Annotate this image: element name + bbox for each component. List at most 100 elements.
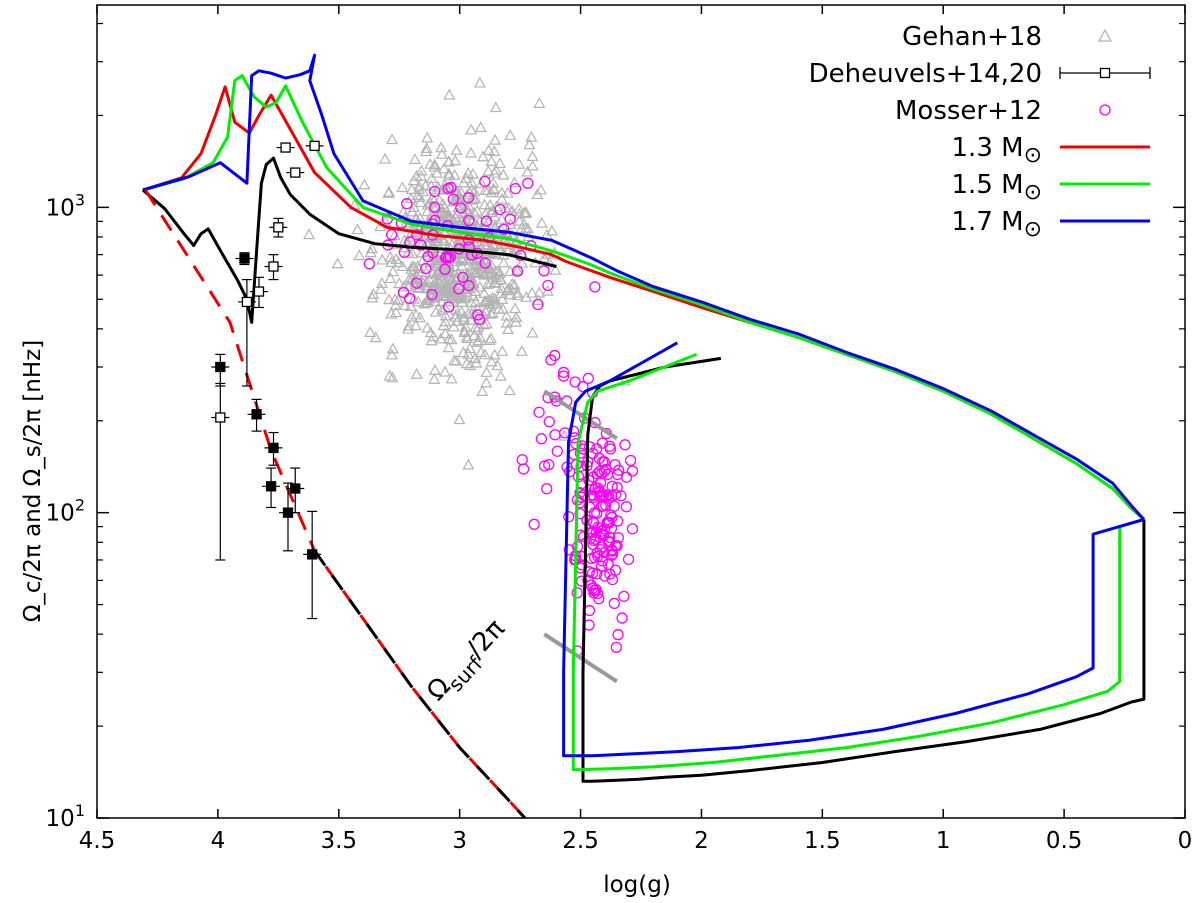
gehan-point [442, 208, 455, 220]
gehan-point [365, 242, 378, 254]
gehan-point [428, 158, 441, 170]
gehan-point [480, 376, 493, 388]
gehan-point [475, 255, 488, 267]
mosser-point [606, 511, 618, 524]
gehan-point [437, 234, 450, 245]
gehan-point [506, 277, 519, 289]
gehan-point [504, 288, 517, 300]
gehan-point [435, 148, 448, 159]
gehan-point [430, 277, 443, 289]
deheuvels-point [290, 483, 301, 494]
gehan-point [410, 368, 423, 379]
mosser-point [620, 471, 633, 483]
mosser-point [429, 185, 441, 198]
gehan-point [445, 180, 458, 192]
x-tick-label: 4.5 [79, 828, 116, 854]
gehan-point [431, 166, 444, 178]
gehan-point [497, 168, 510, 180]
mosser-point [589, 281, 601, 293]
gehan-point [496, 345, 509, 356]
mosser-point [606, 574, 619, 586]
mosser-point [592, 482, 604, 494]
gehan-point [494, 266, 507, 278]
gehan-point [450, 255, 463, 267]
mosser-point [401, 198, 413, 210]
gehan-point [518, 207, 532, 218]
x-tick-label: 3 [452, 828, 467, 854]
gehan-point [387, 265, 400, 277]
gehan-point [495, 282, 508, 294]
series-line-9 [313, 549, 527, 820]
gehan-point [429, 257, 442, 269]
series-line-1 [142, 74, 1145, 521]
gehan-point [437, 319, 450, 331]
gehan-point [385, 348, 398, 360]
gehan-point [478, 238, 491, 250]
mosser-point [533, 406, 545, 418]
mosser-point [522, 177, 534, 189]
gehan-point [455, 186, 468, 198]
gehan-point [533, 97, 546, 108]
gehan-point [369, 331, 382, 343]
gehan-point [473, 76, 486, 88]
y-tick-label: 103 [46, 190, 85, 221]
deheuvels-point [251, 409, 262, 420]
gehan-point [405, 183, 418, 194]
legend-swatch-triangle [1097, 28, 1113, 42]
gehan-point [515, 345, 528, 356]
mosser-point [420, 262, 432, 275]
mosser-point [563, 511, 575, 523]
gehan-point [461, 332, 474, 344]
mosser-point [570, 438, 582, 450]
deheuvels-point [290, 167, 301, 178]
mosser-point [583, 474, 595, 486]
gehan-point [358, 178, 371, 190]
gehan-point [496, 303, 509, 314]
mosser-point [422, 250, 434, 263]
gehan-point [415, 169, 428, 181]
gehan-point [402, 322, 415, 334]
mosser-point [605, 522, 618, 535]
gehan-point [483, 334, 496, 345]
mosser-point [538, 265, 550, 277]
gehan-point [425, 179, 438, 191]
deheuvels-point [253, 286, 265, 297]
mosser-point [616, 612, 628, 624]
x-tick-label: 0 [1178, 828, 1193, 854]
gehan-point [414, 196, 427, 207]
mosser-point [543, 459, 555, 471]
gehan-point [485, 355, 498, 367]
mosser-point [463, 214, 475, 227]
gehan-point [475, 177, 488, 189]
gehan-point [449, 154, 462, 166]
mosser-point [363, 258, 375, 270]
gehan-point [408, 260, 421, 272]
mosser-point [439, 263, 451, 275]
gehan-point [452, 235, 465, 247]
gehan-point [456, 295, 469, 307]
gehan-point [450, 144, 463, 155]
mosser-point [587, 526, 599, 539]
mosser-point [583, 441, 596, 453]
gehan-point [510, 311, 523, 323]
gehan-point [408, 201, 421, 213]
mosser-point [516, 454, 528, 466]
legend-swatch-circle [1099, 104, 1111, 116]
mosser-point [604, 443, 617, 455]
gehan-point [478, 348, 491, 360]
gehan-point [438, 162, 451, 174]
gehan-point [508, 278, 521, 290]
gehan-point [404, 271, 417, 283]
gehan-point [488, 276, 501, 288]
gehan-point [428, 200, 441, 212]
gehan-point [445, 333, 458, 345]
gehan-point [494, 273, 507, 285]
mosser-point [463, 279, 475, 292]
mosser-point [504, 213, 516, 225]
legend-label: Mosser+12 [895, 96, 1042, 126]
gehan-point [502, 323, 515, 335]
gehan-point [393, 277, 406, 289]
deheuvels-point [239, 253, 250, 264]
mosser-point [612, 464, 625, 476]
gehan-point [456, 246, 470, 258]
